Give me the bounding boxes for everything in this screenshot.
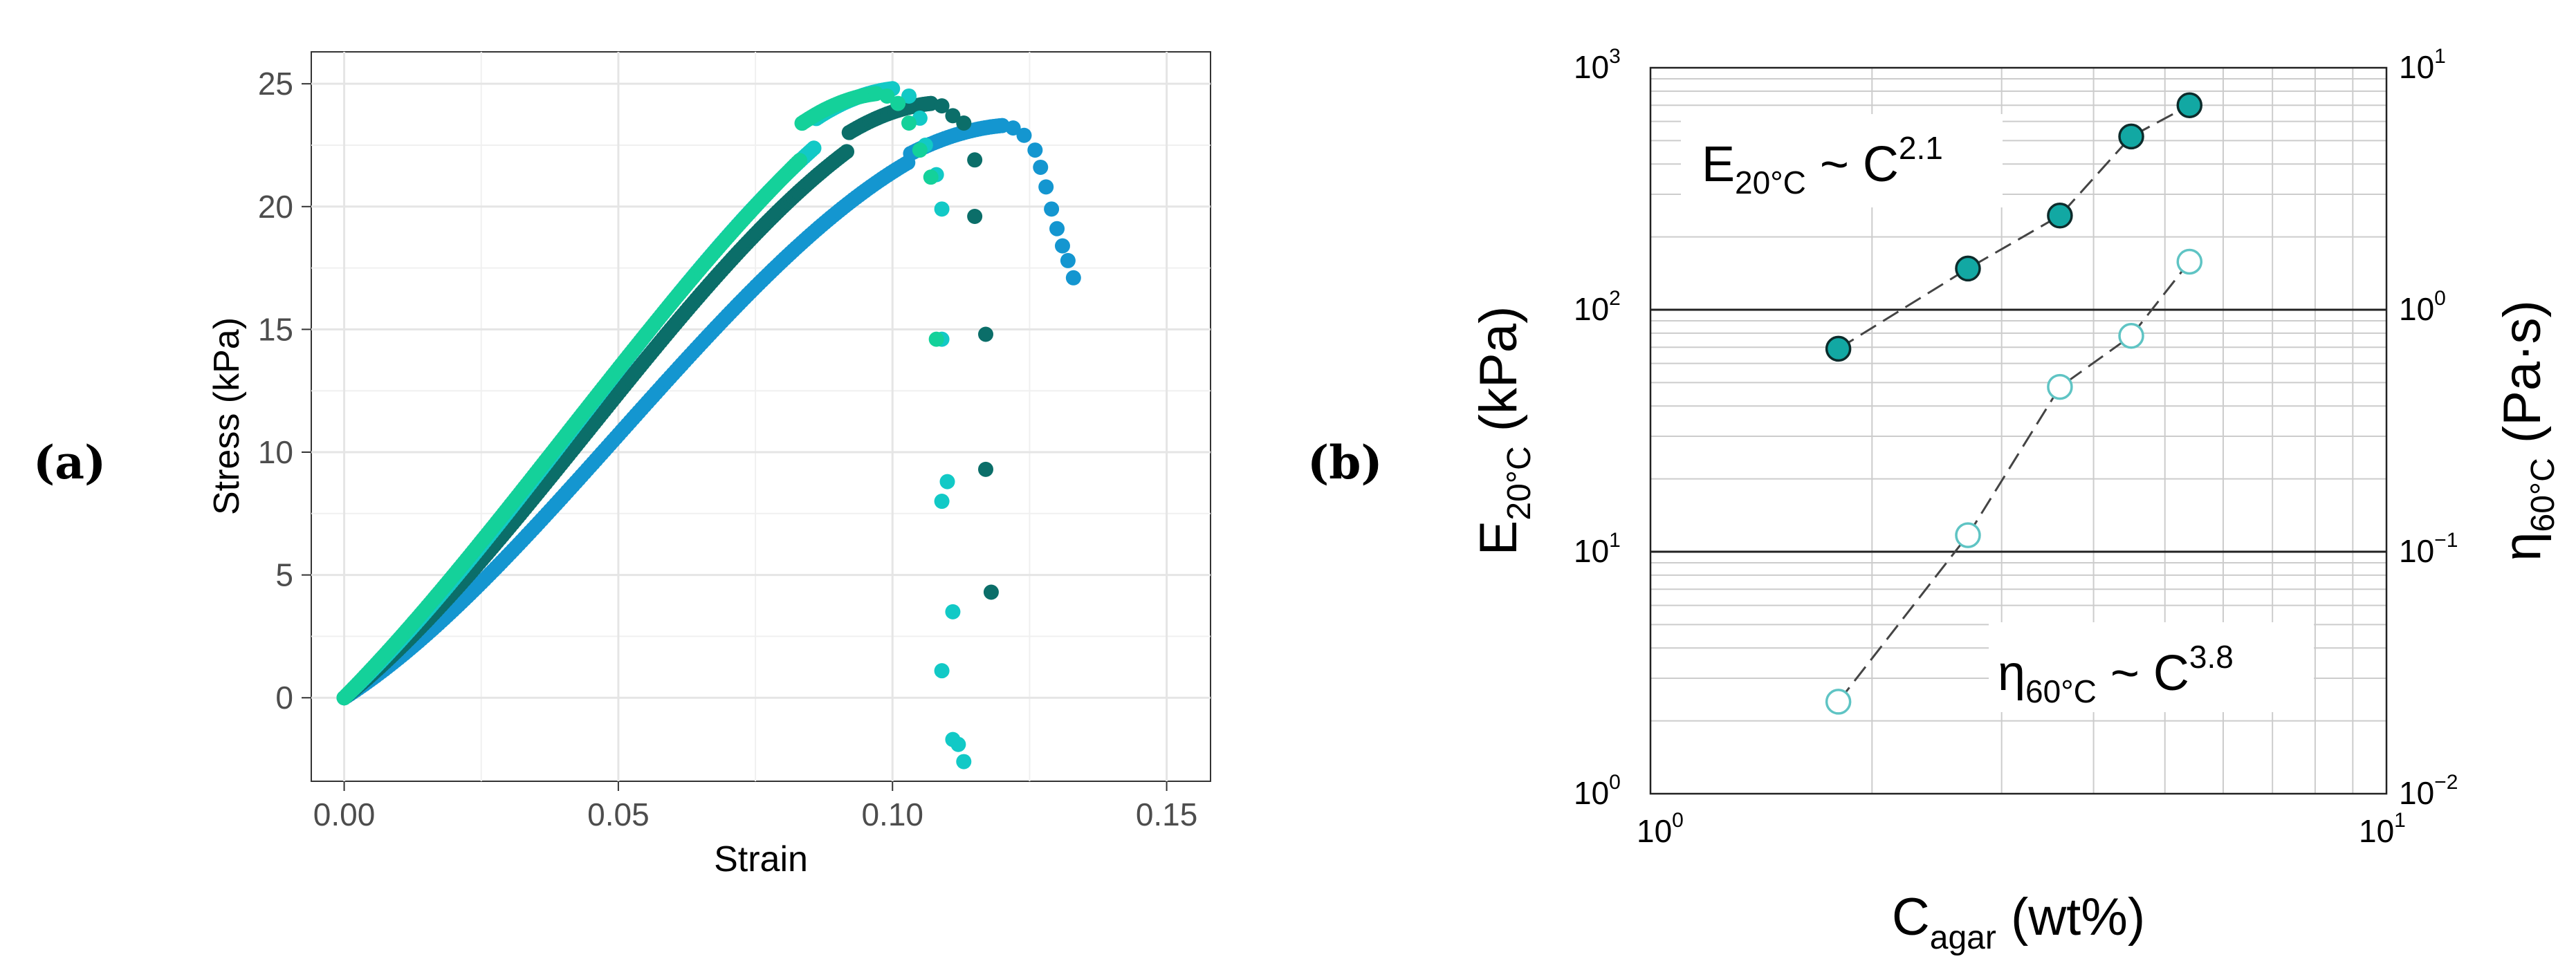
- b-point-e: [2176, 92, 2203, 118]
- a-x-tick-label: 0.10: [861, 796, 923, 832]
- a-point: [839, 144, 855, 160]
- a-x-tick-label: 0.15: [1136, 796, 1198, 832]
- annotation-e-middle: ~ C: [1806, 137, 1899, 192]
- a-point-fracture: [967, 152, 983, 168]
- b-point-e: [2118, 123, 2144, 150]
- svg-text:η60°C ~ C3.8: η60°C ~ C3.8: [1998, 639, 2234, 709]
- a-y-tick-label: 25: [258, 66, 293, 102]
- chart-a-plot-area: [311, 51, 1211, 782]
- chart-b-x-axis-label: Cagar (wt%): [1892, 888, 2145, 956]
- a-point-fracture: [890, 95, 906, 111]
- a-point-fracture: [934, 663, 950, 679]
- a-point-fracture: [978, 326, 993, 342]
- annotation-eta-scaling: η60°C ~ C3.8: [1989, 622, 2314, 712]
- annotation-eta-sup: 3.8: [2189, 639, 2234, 675]
- b-x-tick-label-10: 101: [2359, 809, 2406, 849]
- a-point-fracture: [1027, 142, 1043, 158]
- chart-b-left-tick-labels: 100 101 102 103: [1574, 45, 1621, 811]
- b-right-tick-label-0.1: 10−1: [2399, 529, 2458, 569]
- panel-a-label: (a): [33, 436, 106, 490]
- b-point-eta: [1825, 689, 1852, 715]
- a-point-fracture: [978, 461, 993, 477]
- a-point-fracture: [983, 584, 999, 600]
- a-point-fracture: [967, 208, 983, 224]
- a-y-tick-label: 15: [258, 311, 293, 347]
- b-right-tick-label-10: 101: [2399, 45, 2446, 85]
- annotation-eta-base: η: [1998, 646, 2025, 701]
- annotation-eta-sub: 60°C: [2025, 673, 2097, 709]
- b-left-tick-label-10: 101: [1574, 529, 1621, 569]
- annotation-e-sub: 20°C: [1735, 165, 1806, 201]
- b-right-tick-label-0.01: 10−2: [2399, 771, 2458, 811]
- a-series-3: [336, 86, 944, 706]
- a-point-fracture: [934, 98, 950, 114]
- a-point-fracture: [1049, 221, 1065, 236]
- b-point-e: [1825, 335, 1852, 362]
- chart-a-y-axis-label: Stress (kPa): [207, 317, 247, 515]
- a-point-fracture: [1038, 179, 1054, 195]
- a-point-fracture: [1044, 201, 1060, 217]
- a-point-fracture: [945, 108, 961, 124]
- a-point-fracture: [956, 754, 972, 770]
- b-left-tick-label-1000: 103: [1574, 45, 1621, 85]
- a-point-fracture: [1065, 270, 1081, 286]
- a-point-fracture: [1060, 252, 1076, 268]
- panel-b-label: (b): [1307, 436, 1383, 490]
- b-series-e: [1825, 92, 2203, 362]
- chart-b: E20°C ~ C2.1 η60°C ~ C3.8 100 101 100 10…: [1469, 45, 2561, 956]
- a-point-fracture: [901, 115, 917, 131]
- b-point-eta: [2118, 323, 2144, 349]
- a-point-fracture: [939, 474, 955, 490]
- a-point-fracture: [1005, 120, 1021, 136]
- a-point-fracture: [934, 494, 950, 510]
- chart-b-left-axis-label: E20°C (kPa): [1469, 306, 1538, 556]
- a-point-fracture: [945, 604, 961, 619]
- chart-b-right-axis-label: η60°C (Pa·s): [2493, 300, 2561, 561]
- a-y-tick-label: 5: [275, 557, 293, 593]
- b-point-e: [2047, 203, 2073, 229]
- b-x-tick-label-1: 100: [1637, 809, 1684, 849]
- a-x-tick-label: 0.00: [313, 796, 376, 832]
- a-point-fracture: [1054, 238, 1070, 254]
- annotation-e-sup: 2.1: [1899, 130, 1943, 166]
- b-series-eta: [1825, 248, 2203, 715]
- annotation-eta-middle: ~ C: [2097, 646, 2189, 701]
- a-point: [792, 153, 808, 169]
- a-point-fracture: [928, 331, 944, 347]
- chart-b-x-tick-labels: 100 101: [1637, 809, 2406, 849]
- b-left-tick-label-1: 100: [1574, 771, 1621, 811]
- a-y-tick-label: 10: [258, 434, 293, 470]
- a-point-fracture: [945, 731, 961, 747]
- a-point: [806, 140, 822, 156]
- chart-a: 0.00 0.05 0.10 0.15 0 5 10 15 20 25 Strain Stress…: [207, 51, 1211, 879]
- a-point-fracture: [923, 169, 939, 185]
- b-point-eta: [1955, 522, 1981, 548]
- b-point-eta: [2176, 248, 2203, 275]
- a-x-tick-label: 0.05: [587, 796, 650, 832]
- a-point-fracture: [1033, 159, 1049, 175]
- a-point-fracture: [1016, 127, 1032, 143]
- a-point-fracture: [956, 115, 972, 131]
- a-point-fracture: [879, 88, 895, 104]
- b-left-tick-label-100: 102: [1574, 287, 1621, 327]
- b-point-eta: [2047, 373, 2073, 400]
- a-point-fracture: [934, 201, 950, 217]
- svg-text:E20°C ~ C2.1: E20°C ~ C2.1: [1702, 130, 1943, 201]
- a-point-fracture: [912, 142, 928, 158]
- annotation-e-scaling: E20°C ~ C2.1: [1681, 114, 2003, 207]
- a-y-tick-label: 0: [275, 680, 293, 716]
- a-point-fracture: [901, 88, 917, 104]
- b-right-tick-label-1: 100: [2399, 287, 2446, 327]
- a-y-tick-label: 20: [258, 189, 293, 225]
- annotation-e-base: E: [1702, 137, 1735, 192]
- b-point-e: [1955, 255, 1981, 282]
- chart-b-right-tick-labels: 10−2 10−1 100 101: [2399, 45, 2458, 811]
- chart-a-x-axis-label: Strain: [714, 839, 808, 879]
